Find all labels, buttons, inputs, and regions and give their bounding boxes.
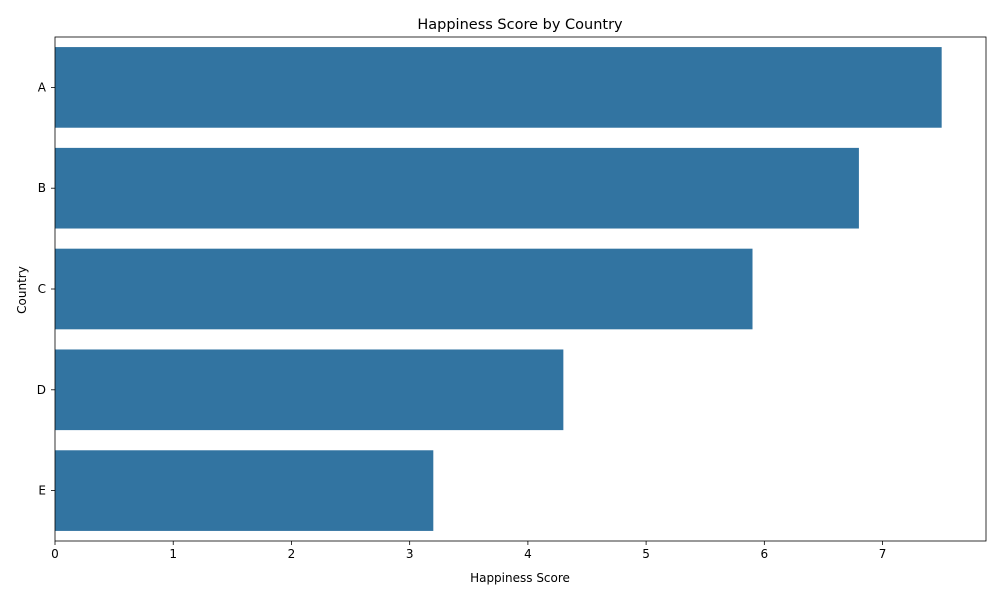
x-tick-label-2: 2 [288, 547, 296, 561]
y-tick-label-E: E [38, 484, 46, 498]
bars-group [55, 47, 942, 531]
bar-E [55, 450, 434, 531]
y-tick-label-A: A [38, 80, 47, 94]
y-axis-title: Country [15, 266, 29, 314]
x-axis-title: Happiness Score [470, 571, 570, 585]
bar-D [55, 349, 564, 431]
x-tick-label-4: 4 [524, 547, 532, 561]
bar-B [55, 147, 859, 229]
x-tick-label-0: 0 [51, 547, 59, 561]
x-tick-label-5: 5 [642, 547, 650, 561]
axes-group: A B C D E 0 1 2 3 4 5 6 7 [37, 36, 987, 561]
bar-A [55, 47, 942, 128]
x-tick-label-7: 7 [879, 547, 887, 561]
x-tick-label-1: 1 [169, 547, 177, 561]
y-tick-label-C: C [38, 282, 46, 296]
y-tick-label-B: B [38, 181, 46, 195]
chart-title: Happiness Score by Country [417, 17, 623, 33]
x-tick-label-6: 6 [761, 547, 769, 561]
bar-C [55, 248, 753, 330]
y-tick-label-D: D [37, 383, 46, 397]
plot-frame [54, 36, 987, 542]
x-tick-label-3: 3 [406, 547, 414, 561]
